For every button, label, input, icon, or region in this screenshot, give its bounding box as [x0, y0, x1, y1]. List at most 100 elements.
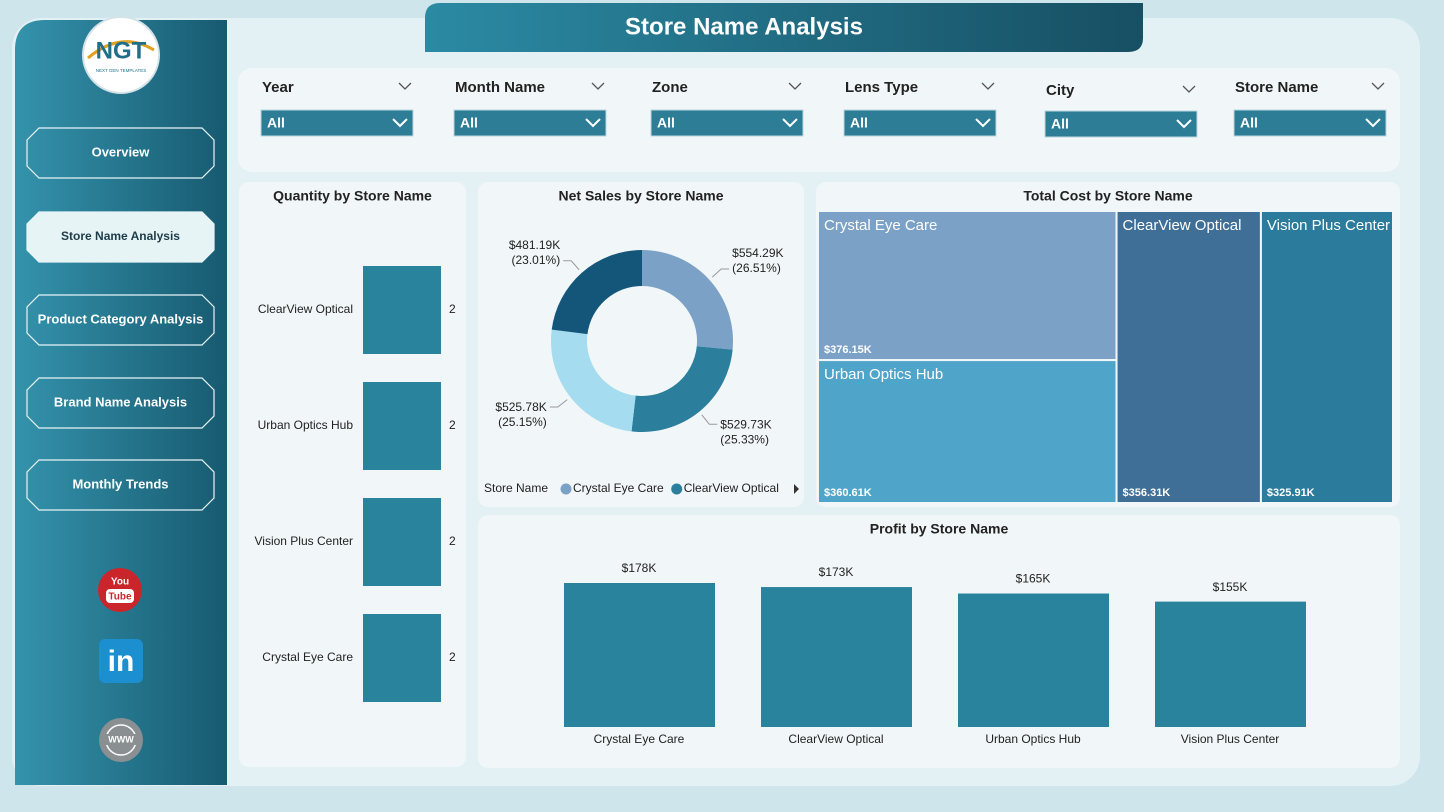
nav-label: Store Name Analysis: [61, 229, 180, 243]
nav-label: Product Category Analysis: [38, 311, 204, 326]
donut-slice: [551, 329, 636, 432]
linkedin-icon[interactable]: in: [99, 639, 143, 683]
data-label: $173K: [819, 565, 854, 579]
filter-dropdown[interactable]: All: [650, 109, 804, 137]
dropdown-value: All: [657, 115, 675, 131]
bar: [363, 498, 441, 586]
filter-label: City: [1046, 82, 1075, 99]
web-icon[interactable]: WWW: [99, 718, 143, 762]
dropdown-value: All: [460, 115, 478, 131]
cell-label: Urban Optics Hub: [824, 366, 943, 383]
youtube-text: Tube: [108, 592, 132, 603]
data-label: $155K: [1213, 580, 1248, 594]
dropdown-box: [650, 109, 804, 137]
data-label: $481.19K: [509, 238, 560, 252]
nav-shape: [26, 211, 215, 263]
nav-button[interactable]: Product Category Analysis: [26, 294, 215, 346]
chart-title: Total Cost by Store Name: [1023, 188, 1193, 204]
dropdown-box: [843, 109, 997, 137]
data-label: $529.73K: [720, 417, 771, 431]
linkedin-square: [99, 639, 143, 683]
x-tick-label: Urban Optics Hub: [985, 732, 1081, 746]
bar: [761, 587, 912, 727]
legend-title: Store Name: [484, 481, 548, 495]
dropdown-chevron: [782, 118, 798, 128]
data-label: (25.15%): [498, 415, 547, 429]
nav-shape: [26, 459, 215, 511]
bar: [958, 593, 1109, 727]
bar: [363, 614, 441, 702]
filter-dropdown[interactable]: All: [1044, 110, 1198, 138]
leader-line: [563, 260, 580, 271]
data-label: $178K: [622, 561, 657, 575]
nav-button[interactable]: Store Name Analysis: [26, 211, 215, 263]
treemap-cell: [1115, 210, 1262, 504]
filter-label: Lens Type: [845, 79, 918, 96]
dropdown-chevron: [1176, 119, 1192, 129]
sidebar: [15, 20, 227, 785]
x-tick-label: Crystal Eye Care: [594, 732, 685, 746]
bar: [564, 583, 715, 727]
cell-value: $376.15K: [824, 344, 872, 356]
data-label: 2: [449, 650, 456, 664]
y-tick-label: ClearView Optical: [258, 302, 353, 316]
cell-value: $360.61K: [824, 487, 872, 499]
filter-panel: [238, 68, 1400, 172]
dropdown-box: [1233, 109, 1387, 137]
nav-shape: [26, 127, 215, 179]
data-label: 2: [449, 418, 456, 432]
nav-button[interactable]: Brand Name Analysis: [26, 377, 215, 429]
leader-line: [711, 268, 730, 278]
nav-label: Monthly Trends: [72, 476, 168, 491]
filter-dropdown[interactable]: All: [843, 109, 997, 137]
dropdown-chevron: [392, 118, 408, 128]
logo: [82, 16, 160, 94]
data-label: $554.29K: [732, 246, 783, 260]
data-label: 2: [449, 534, 456, 548]
filter-label: Zone: [652, 79, 688, 96]
filter-dropdown[interactable]: All: [453, 109, 607, 137]
nav-shape: [26, 294, 215, 346]
chart-title: Quantity by Store Name: [273, 188, 432, 204]
filter-chevron: [788, 82, 802, 90]
filter-dropdown[interactable]: All: [1233, 109, 1387, 137]
youtube-icon[interactable]: You Tube: [98, 568, 142, 612]
page-title: Store Name Analysis: [625, 13, 863, 40]
leader-line: [701, 414, 718, 425]
dropdown-chevron: [1365, 118, 1381, 128]
nav-button[interactable]: Overview: [26, 127, 215, 179]
data-label: (25.33%): [720, 432, 769, 446]
cell-value: $325.91K: [1267, 487, 1315, 499]
filter-chevron: [591, 82, 605, 90]
bar: [363, 382, 441, 470]
nav-label: Brand Name Analysis: [54, 394, 187, 409]
y-tick-label: Vision Plus Center: [255, 534, 354, 548]
x-tick-label: Vision Plus Center: [1181, 732, 1280, 746]
chart-title: Profit by Store Name: [870, 521, 1009, 537]
logo-swoosh: [87, 40, 155, 60]
filter-label: Year: [262, 79, 294, 96]
legend-label: ClearView Optical: [684, 481, 779, 495]
x-tick-label: ClearView Optical: [788, 732, 883, 746]
treemap-cell: [817, 359, 1118, 505]
nav-label: Overview: [92, 144, 151, 159]
dropdown-box: [453, 109, 607, 137]
filter-chevron: [1182, 85, 1196, 93]
filter-chevron: [398, 82, 412, 90]
filter-chevron: [1371, 82, 1385, 90]
cell-label: Vision Plus Center: [1267, 217, 1390, 234]
cell-label: Crystal Eye Care: [824, 217, 937, 234]
donut-slice: [551, 250, 642, 335]
logo-text: NGT: [96, 37, 147, 64]
youtube-text: You: [111, 577, 129, 588]
filter-dropdown[interactable]: All: [260, 109, 414, 137]
filter-label: Month Name: [455, 79, 545, 96]
dropdown-chevron: [975, 118, 991, 128]
nav-button[interactable]: Monthly Trends: [26, 459, 215, 511]
dropdown-value: All: [1051, 116, 1069, 132]
dropdown-value: All: [850, 115, 868, 131]
legend-arrow[interactable]: [794, 484, 799, 494]
data-label: 2: [449, 302, 456, 316]
leader-line: [549, 399, 568, 408]
